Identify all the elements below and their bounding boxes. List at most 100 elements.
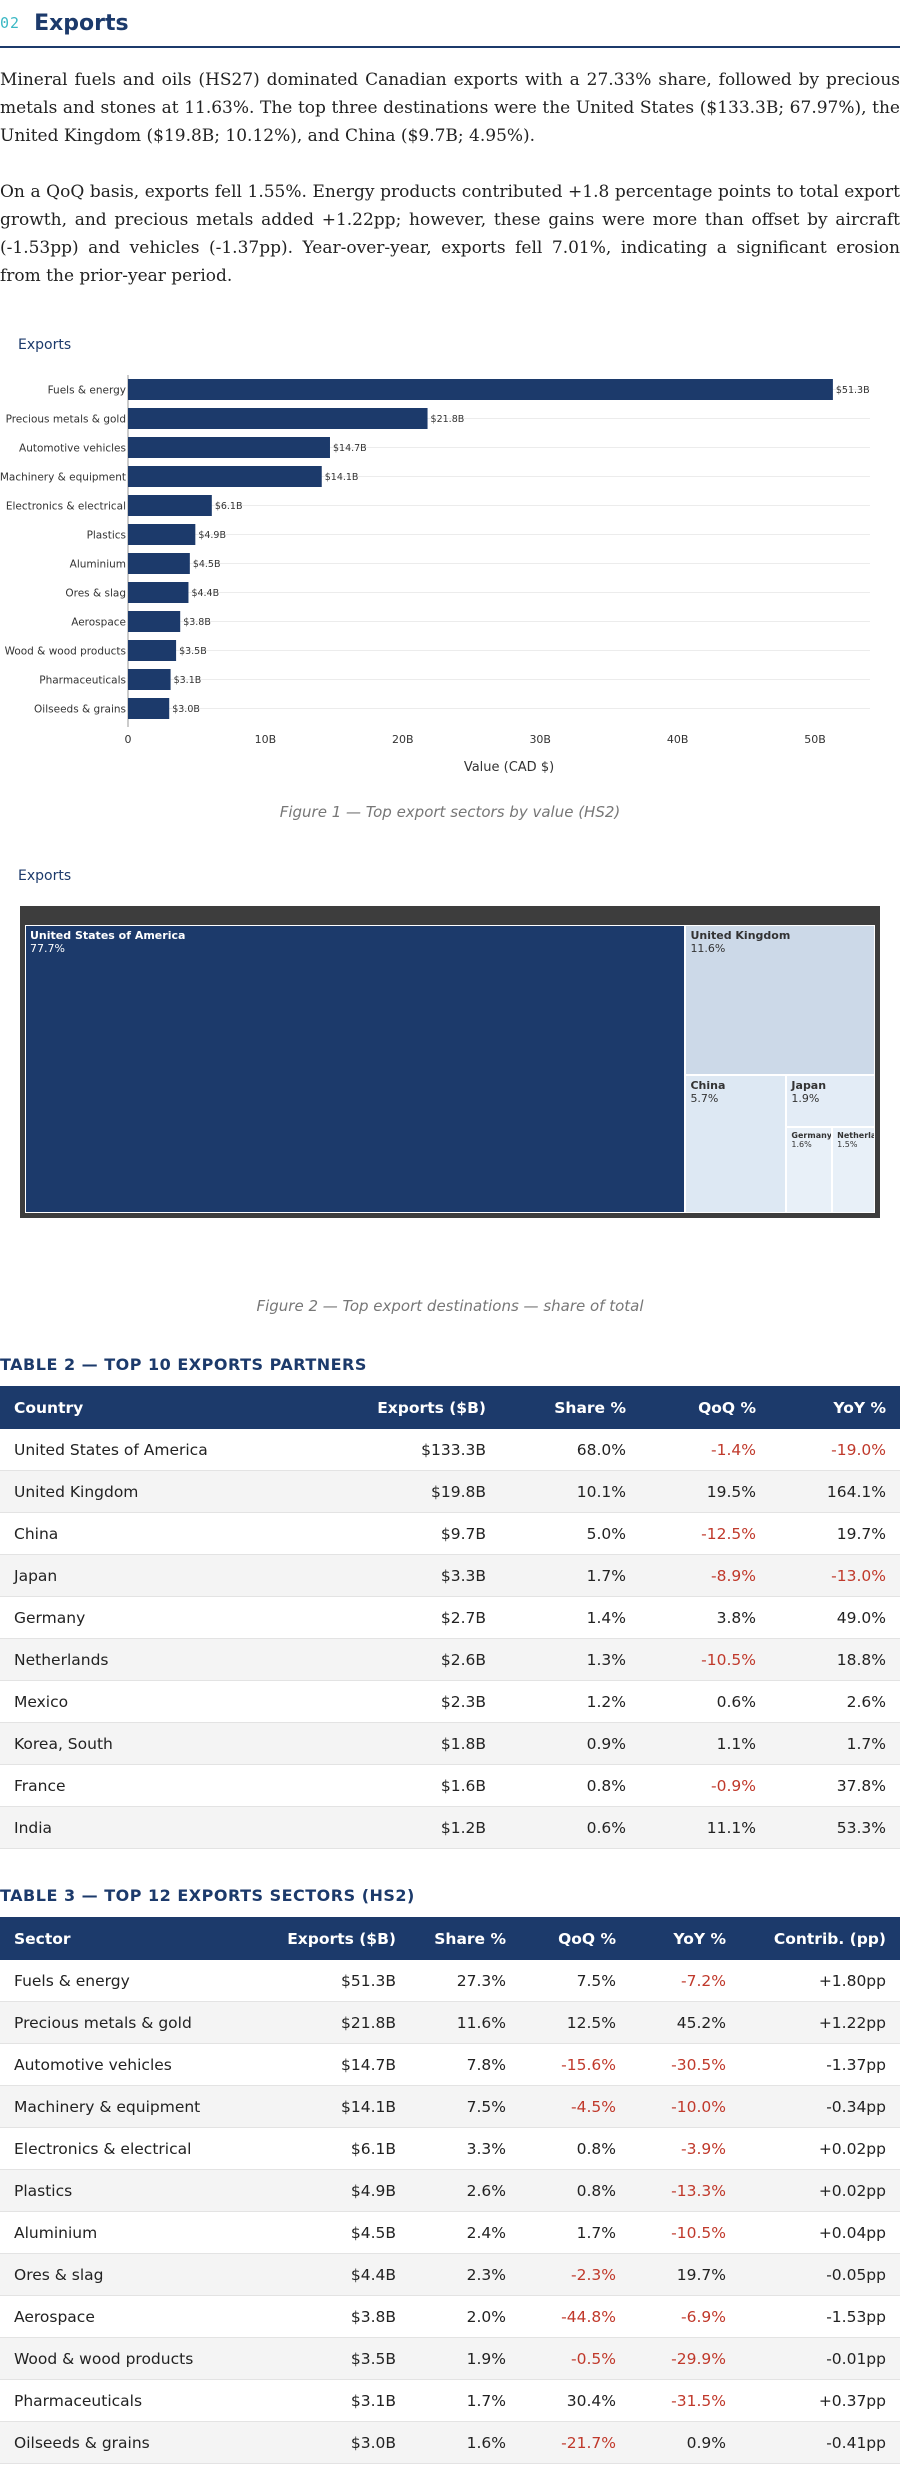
summary-paragraph-1: Mineral fuels and oils (HS27) dominated … [0, 70, 900, 146]
table-cell: 0.6% [640, 1680, 770, 1723]
bar [128, 582, 189, 603]
table-cell: 0.9% [500, 1722, 640, 1765]
table-cell: 19.5% [640, 1470, 770, 1513]
treemap-tile-value: 5.7% [690, 1091, 719, 1105]
table-cell: -44.8% [520, 2295, 630, 2338]
table-cell: 5.0% [500, 1512, 640, 1555]
column-header: QoQ % [520, 1917, 630, 1960]
category-label: Aluminium [70, 559, 126, 571]
table-cell: 1.3% [500, 1638, 640, 1681]
table-cell: Mexico [0, 1680, 340, 1723]
column-header: Share % [410, 1917, 520, 1960]
bar [128, 466, 322, 487]
table-cell: +0.37pp [740, 2379, 900, 2422]
treemap-tile: United States of America 77.7% [25, 925, 686, 1213]
column-header: QoQ % [640, 1386, 770, 1429]
table-cell: 2.6% [770, 1680, 900, 1723]
table-cell: $2.6B [340, 1638, 500, 1681]
bar [128, 611, 181, 632]
treemap-title: Exports [18, 868, 72, 884]
table-cell: +0.02pp [740, 2127, 900, 2170]
table-cell: -10.0% [630, 2085, 740, 2128]
table-cell: Plastics [0, 2169, 270, 2212]
x-tick-label: 20B [392, 733, 414, 746]
table-cell: $14.1B [270, 2085, 410, 2128]
column-header: YoY % [630, 1917, 740, 1960]
x-tick-label: 10B [255, 733, 277, 746]
table-cell: Electronics & electrical [0, 2127, 270, 2170]
table-cell: 1.1% [640, 1722, 770, 1765]
table-cell: -19.0% [770, 1429, 900, 1471]
table-cell: Germany [0, 1596, 340, 1639]
table-row: Electronics & electrical $6.1B 3.3% 0.8% -3.… [0, 2127, 900, 2170]
table-row: United Kingdom $19.8B 10.1% 19.5% 164.1% [0, 1470, 900, 1513]
table-cell: -3.9% [630, 2127, 740, 2170]
table-cell: 7.5% [520, 1960, 630, 2002]
table-cell: Aerospace [0, 2295, 270, 2338]
data-label: $3.8B [183, 617, 211, 628]
category-label: Plastics [87, 530, 126, 542]
table-cell: $1.6B [340, 1764, 500, 1807]
table-cell: 49.0% [770, 1596, 900, 1639]
table-cell: 7.5% [410, 2085, 520, 2128]
table-row: France $1.6B 0.8% -0.9% 37.8% [0, 1764, 900, 1807]
table-cell: -0.5% [520, 2337, 630, 2380]
table-cell: $3.5B [270, 2337, 410, 2380]
data-label: $51.3B [836, 385, 870, 396]
bar [128, 640, 177, 661]
table-cell: 1.7% [770, 1722, 900, 1765]
bar [128, 698, 170, 719]
table-cell: -0.01pp [740, 2337, 900, 2380]
x-tick-label: 30B [529, 733, 551, 746]
x-tick-label: 50B [804, 733, 826, 746]
table-cell: -0.34pp [740, 2085, 900, 2128]
table-cell: 0.8% [520, 2169, 630, 2212]
table-row: Netherlands $2.6B 1.3% -10.5% 18.8% [0, 1638, 900, 1681]
bar [128, 524, 196, 545]
table-cell: +1.22pp [740, 2001, 900, 2044]
table-cell: $3.3B [340, 1554, 500, 1597]
table-cell: -15.6% [520, 2043, 630, 2086]
table-cell: -4.5% [520, 2085, 630, 2128]
table-row: Fuels & energy $51.3B 27.3% 7.5% -7.2% +1.80p… [0, 1960, 900, 2002]
table-cell: -0.41pp [740, 2421, 900, 2464]
table-cell: Fuels & energy [0, 1960, 270, 2002]
data-label: $4.9B [198, 530, 226, 541]
table-cell: -0.9% [640, 1764, 770, 1807]
table-cell: $6.1B [270, 2127, 410, 2170]
bar [128, 379, 833, 400]
export-destinations-treemap: United States of America 77.7% United King… [20, 906, 880, 1218]
table-cell: $2.3B [340, 1680, 500, 1723]
table-cell: -8.9% [640, 1554, 770, 1597]
table-cell: 0.9% [630, 2421, 740, 2464]
table-row: Oilseeds & grains $3.0B 1.6% -21.7% 0.9% -0.4… [0, 2421, 900, 2464]
table-cell: $1.2B [340, 1806, 500, 1849]
section-title: Exports [34, 10, 129, 36]
data-label: $14.7B [333, 443, 367, 454]
table-cell: Wood & wood products [0, 2337, 270, 2380]
treemap-tile: Japan 1.9% [786, 1074, 875, 1128]
table-cell: 7.8% [410, 2043, 520, 2086]
treemap-tile: Germany 1.6% [786, 1127, 833, 1213]
treemap-tile-name: Netherlands [837, 1131, 874, 1141]
table-cell: 2.0% [410, 2295, 520, 2338]
column-header: Sector [0, 1917, 270, 1960]
table-cell: 1.7% [500, 1554, 640, 1597]
column-header: Exports ($B) [340, 1386, 500, 1429]
table-row: Plastics $4.9B 2.6% 0.8% -13.3% +0.02pp [0, 2169, 900, 2212]
table-2-title: TABLE 2 — TOP 10 EXPORTS PARTNERS [0, 1355, 367, 1374]
x-tick-label: 0 [125, 733, 132, 746]
treemap-tile-name: Germany [791, 1131, 833, 1141]
table-row: Japan $3.3B 1.7% -8.9% -13.0% [0, 1554, 900, 1597]
table-cell: -31.5% [630, 2379, 740, 2422]
category-label: Ores & slag [65, 588, 126, 600]
table-cell: 2.6% [410, 2169, 520, 2212]
table-row: Pharmaceuticals $3.1B 1.7% 30.4% -31.5% +0.37… [0, 2379, 900, 2422]
column-header: YoY % [770, 1386, 900, 1429]
table-cell: 0.6% [500, 1806, 640, 1849]
category-label: Automotive vehicles [19, 443, 126, 455]
table-cell: $133.3B [340, 1429, 500, 1471]
table-cell: 18.8% [770, 1638, 900, 1681]
table-cell: 10.1% [500, 1470, 640, 1513]
table-cell: $3.0B [270, 2421, 410, 2464]
